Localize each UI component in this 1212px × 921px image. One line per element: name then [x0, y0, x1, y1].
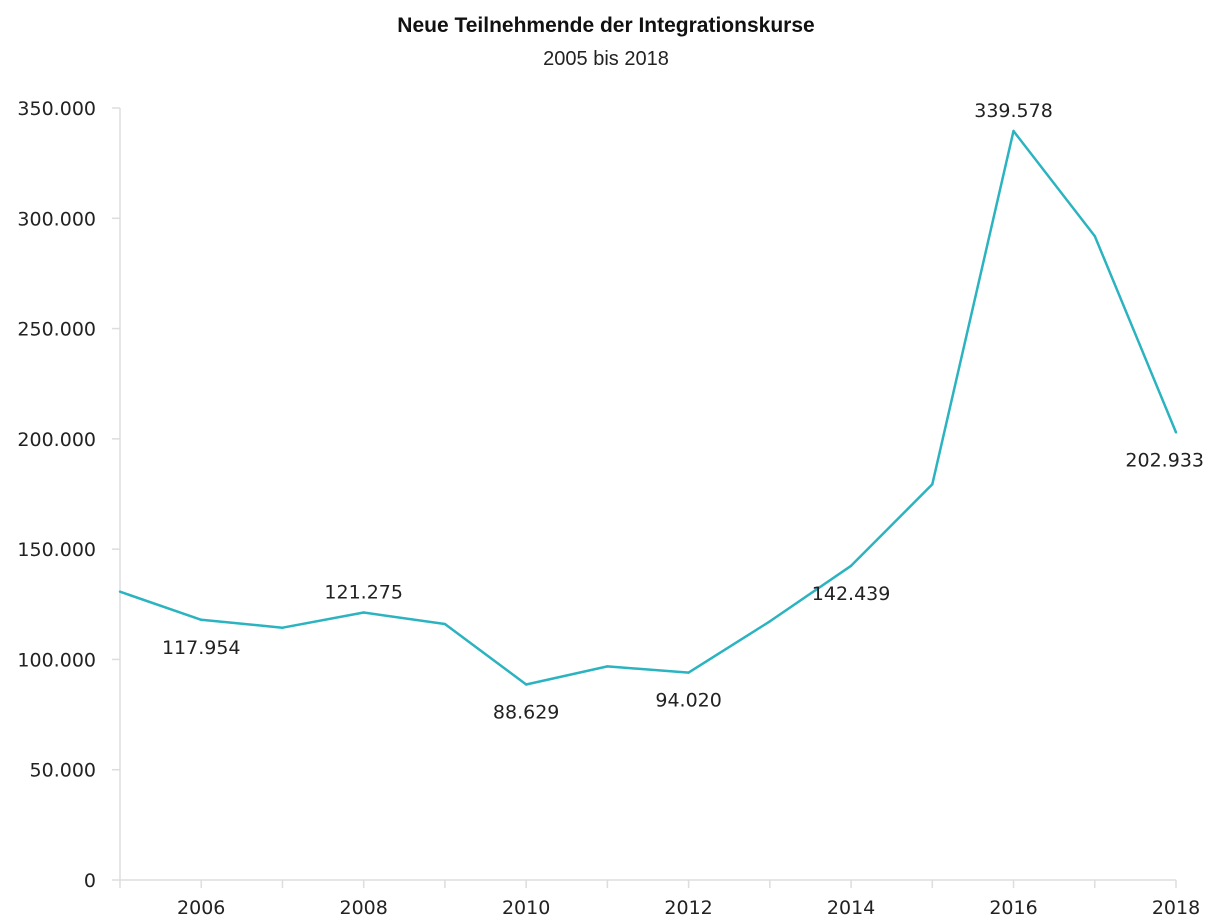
chart-axes	[119, 108, 1176, 881]
data-labels: 117.954 121.275 88.629 94.020 142.439 339.578…	[162, 100, 1204, 724]
data-label: 88.629	[493, 702, 559, 724]
chart-title: Neue Teilnehmende der Integrationskurse	[397, 14, 815, 37]
y-tick-label: 0	[84, 870, 96, 892]
data-point	[768, 620, 772, 623]
data-point	[443, 622, 447, 626]
x-tick-label: 2010	[502, 897, 550, 919]
x-axis-ticks: 2006 2008 2010 2012 2014 2016 2018	[119, 880, 1200, 919]
y-tick-label: 100.000	[17, 649, 96, 671]
data-point	[1174, 431, 1178, 434]
data-point	[687, 671, 690, 674]
y-tick-label: 200.000	[17, 429, 96, 451]
data-point	[1012, 129, 1015, 133]
x-tick-label: 2016	[989, 897, 1037, 919]
data-label: 142.439	[812, 583, 891, 605]
data-point	[281, 626, 284, 629]
y-tick-label: 300.000	[17, 208, 96, 230]
data-point	[849, 564, 853, 568]
data-point	[118, 590, 122, 593]
x-tick-label: 2008	[340, 897, 388, 919]
data-label: 94.020	[655, 690, 721, 712]
data-label: 339.578	[974, 100, 1053, 122]
data-point	[524, 683, 528, 686]
x-tick-label: 2018	[1152, 897, 1200, 919]
x-tick-label: 2006	[177, 897, 225, 919]
y-tick-label: 350.000	[17, 98, 96, 120]
y-tick-label: 150.000	[17, 539, 96, 561]
data-label: 202.933	[1125, 449, 1204, 471]
x-tick-label: 2012	[664, 897, 712, 919]
data-label: 121.275	[324, 582, 403, 604]
y-tick-label: 50.000	[30, 760, 96, 782]
data-point	[931, 483, 934, 486]
series-line	[119, 129, 1178, 686]
data-point	[200, 618, 203, 622]
data-point	[362, 611, 365, 614]
data-point	[1093, 234, 1096, 238]
data-point	[606, 665, 609, 668]
y-axis-ticks: 0 50.000 100.000 150.000 200.000 250.000 300.0…	[17, 98, 120, 892]
chart-series	[118, 129, 1178, 686]
data-label: 117.954	[162, 637, 241, 659]
chart-subtitle: 2005 bis 2018	[543, 48, 669, 70]
y-tick-label: 250.000	[17, 319, 96, 341]
x-tick-label: 2014	[827, 897, 875, 919]
